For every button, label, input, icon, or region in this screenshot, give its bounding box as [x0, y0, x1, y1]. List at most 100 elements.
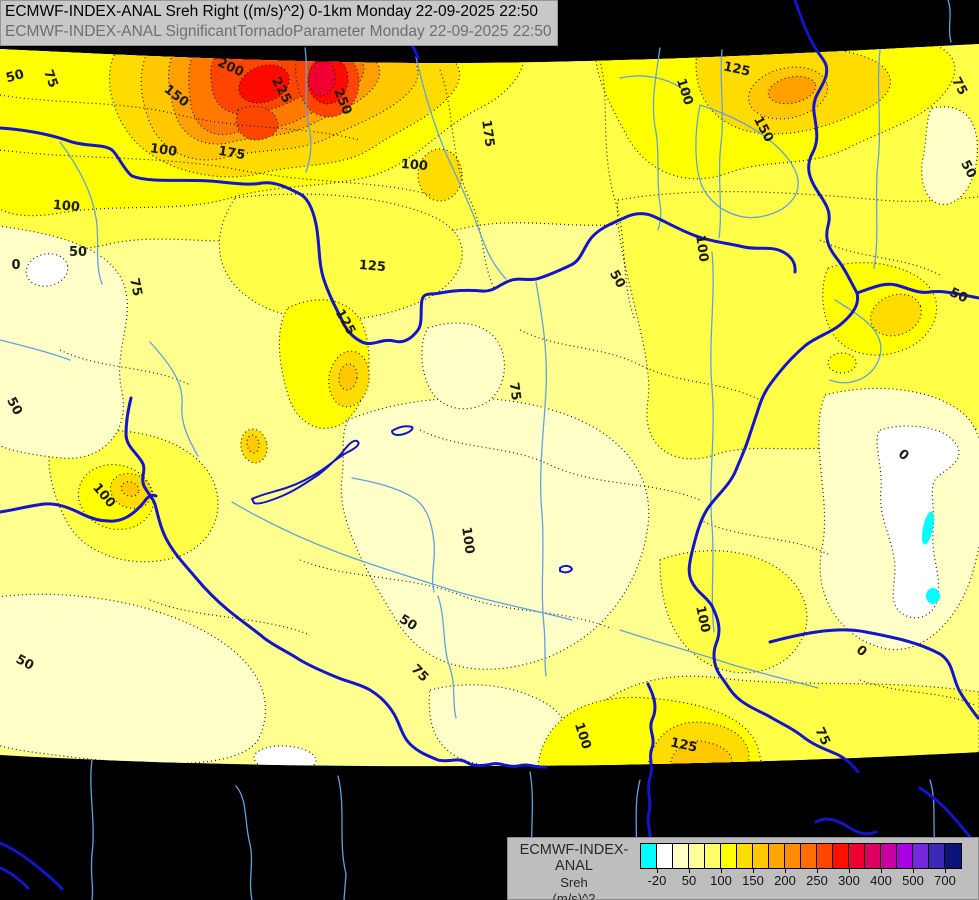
river-path	[535, 281, 548, 677]
colorbar-tick-label: 400	[870, 873, 892, 888]
contour-value-label: 75	[812, 725, 833, 748]
contour-line	[699, 519, 831, 556]
colorbar-tick	[721, 869, 722, 873]
colorbar-tick-label: 250	[806, 873, 828, 888]
contour-value-label: 100	[149, 141, 178, 160]
river-path	[437, 595, 457, 719]
colorbar-tick-label: 150	[742, 873, 764, 888]
contour-value-label: 175	[217, 144, 246, 163]
legend-parameter-label: Sreh	[560, 875, 588, 890]
contour-fill-region	[25, 253, 69, 287]
contour-line-layer	[0, 59, 976, 706]
colorbar-cell	[833, 844, 849, 868]
contour-value-label: 100	[692, 604, 712, 634]
contour-fill-region	[238, 64, 290, 104]
legend-model-label: ECMWF-INDEX-ANAL	[519, 842, 629, 874]
river-path	[90, 759, 94, 900]
contour-fill-region	[235, 105, 279, 141]
colorbar-cell	[881, 844, 897, 868]
colorbar-tick-label: 300	[838, 873, 860, 888]
contour-fill-region	[876, 425, 960, 619]
colorbar-cell	[689, 844, 705, 868]
contour-line	[59, 349, 191, 386]
contour-value-label: 50	[947, 285, 970, 306]
contour-fill-region	[827, 352, 857, 374]
contour-fill-region	[669, 740, 733, 767]
river-tisza	[687, 0, 860, 774]
contour-fill-region	[428, 684, 569, 767]
river-path	[415, 56, 507, 280]
colorbar-wrap: -20 50 100 150 200 250 300 400 500 700	[640, 843, 962, 891]
contour-fill-region	[218, 193, 463, 321]
colorbar-tick-label: 50	[681, 873, 697, 888]
colorbar-cell	[737, 844, 753, 868]
title-line-secondary: ECMWF-INDEX-ANAL SignificantTornadoParam…	[5, 23, 552, 40]
river-path	[873, 49, 881, 269]
river-path	[149, 341, 199, 457]
contour-value-label: 50	[4, 67, 25, 86]
contour-value-label: 0	[11, 258, 20, 273]
contour-value-label: 100	[52, 198, 80, 215]
river-path	[235, 785, 253, 900]
river-drava	[124, 396, 548, 769]
colorbar-cell	[705, 844, 721, 868]
river-path	[337, 775, 347, 900]
colorbar-cell	[849, 844, 865, 868]
colorbar-cell	[913, 844, 929, 868]
colorbar-cell	[673, 844, 689, 868]
contour-line	[299, 559, 611, 629]
colorbar-cell	[753, 844, 769, 868]
lake-layer	[251, 425, 573, 574]
contour-fill-region	[421, 322, 506, 410]
river-path	[304, 47, 312, 173]
contour-value-label: 75	[126, 277, 144, 298]
river-path	[59, 141, 103, 285]
river-path	[695, 104, 799, 219]
legend-text-block: ECMWF-INDEX-ANAL Sreh (m/s)^2	[508, 838, 640, 900]
contour-fill-region	[308, 59, 336, 97]
colorbar-tick-label: 200	[774, 873, 796, 888]
contour-fill-region	[926, 588, 940, 604]
contour-fill-region	[870, 293, 922, 337]
colorbar-tick	[945, 869, 946, 873]
contour-fill-region	[767, 75, 817, 105]
colorbar-tick	[881, 869, 882, 873]
contour-value-label: 100	[458, 526, 477, 555]
colorbar-cell	[785, 844, 801, 868]
contour-fill-region	[417, 148, 463, 202]
colorbar-tick	[913, 869, 914, 873]
lake-velence	[391, 425, 414, 436]
contour-value-label: 125	[722, 59, 752, 79]
contour-line	[859, 679, 976, 706]
river-path	[918, 786, 976, 844]
river-path	[0, 339, 71, 361]
river-path	[718, 49, 724, 239]
river-mura	[0, 493, 158, 523]
title-line-primary: ECMWF-INDEX-ANAL Sreh Right ((m/s)^2) 0-…	[5, 3, 539, 20]
river-path	[351, 477, 436, 593]
river-path	[710, 251, 715, 633]
river-danube	[0, 126, 797, 346]
colorbar-tick	[689, 869, 690, 873]
colorbar-cell	[801, 844, 817, 868]
contour-value-label: 100	[692, 234, 711, 263]
contour-value-label: 75	[40, 68, 60, 90]
contour-fill-region	[120, 481, 140, 497]
colorbar-tick	[785, 869, 786, 873]
colorbar-tick	[753, 869, 754, 873]
river-path	[652, 47, 662, 231]
river-path	[619, 629, 819, 689]
colorbar-tick	[849, 869, 850, 873]
colorbar-tick-label: 500	[902, 873, 924, 888]
river-path	[0, 866, 30, 890]
colorbar-cell	[897, 844, 913, 868]
legend-unit-label: (m/s)^2	[552, 891, 596, 900]
contour-line	[0, 94, 361, 141]
river-path	[0, 841, 64, 891]
contour-value-label: 175	[478, 119, 497, 148]
colorbar-tick-row: -20 50 100 150 200 250 300 400 500 700	[640, 869, 962, 891]
colorbar-cell	[945, 844, 961, 868]
